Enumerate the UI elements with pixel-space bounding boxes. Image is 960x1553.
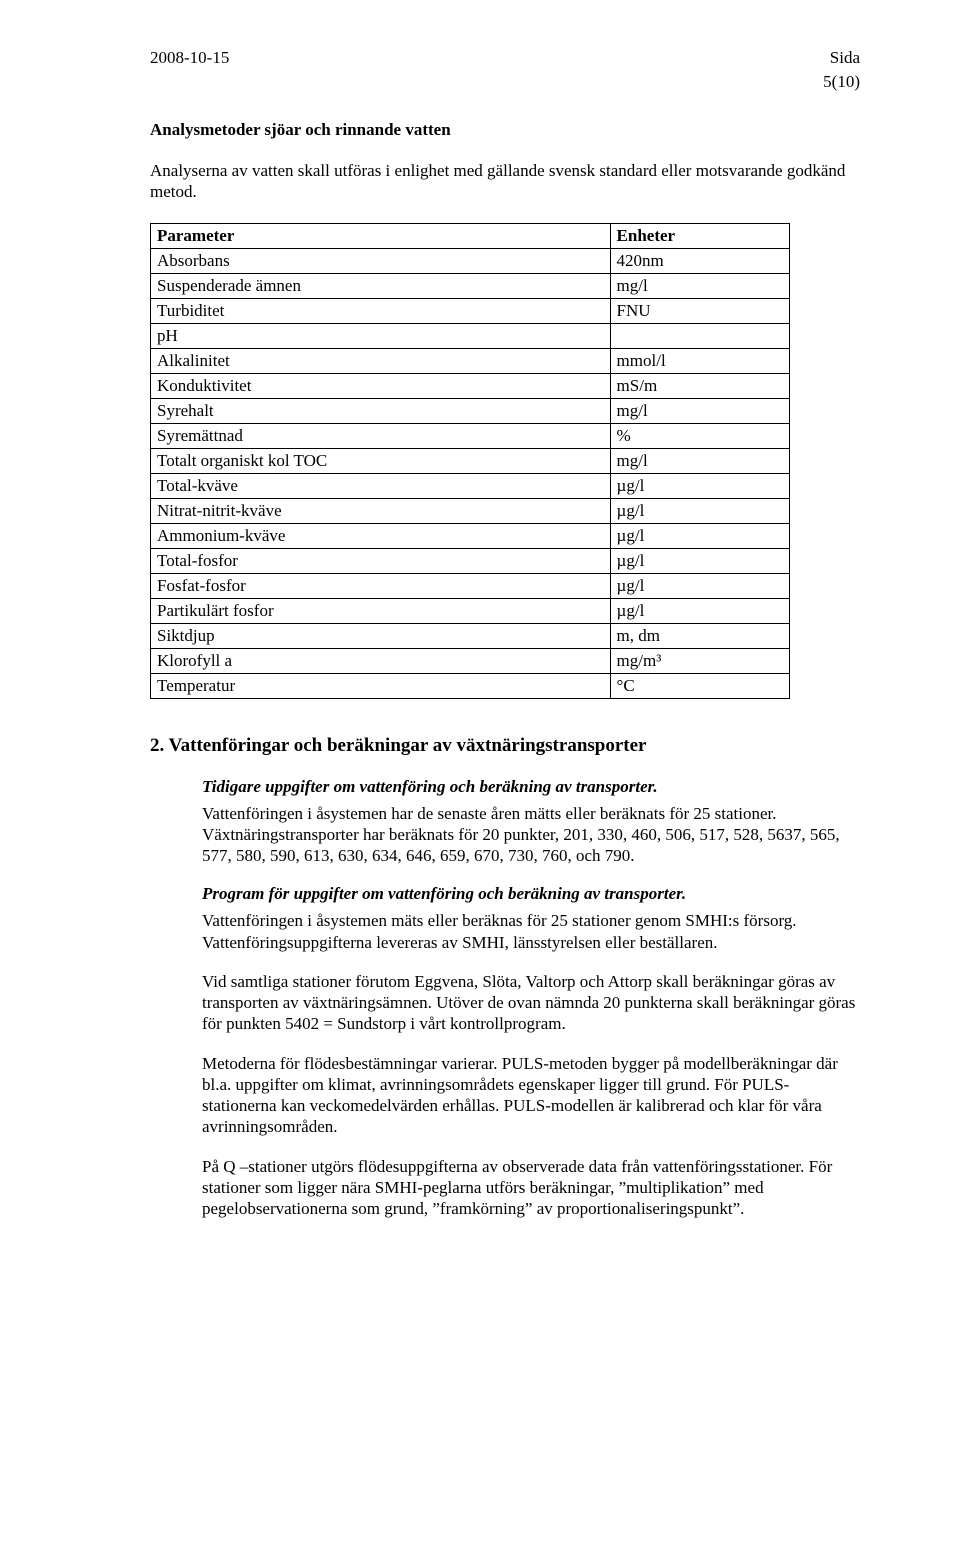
table-cell-parameter: Temperatur <box>151 673 611 698</box>
section2-sub2-p1: Vattenföringen i åsystemen mäts eller be… <box>202 910 860 953</box>
table-row: Syrehaltmg/l <box>151 398 790 423</box>
table-row: Nitrat-nitrit-kväveµg/l <box>151 498 790 523</box>
table-row: TurbiditetFNU <box>151 298 790 323</box>
header-page-count: 5(10) <box>150 72 860 92</box>
table-header-units: Enheter <box>610 223 789 248</box>
table-row: Absorbans420nm <box>151 248 790 273</box>
table-cell-unit <box>610 323 789 348</box>
table-cell-unit: µg/l <box>610 473 789 498</box>
table-cell-parameter: Siktdjup <box>151 623 611 648</box>
table-row: Siktdjupm, dm <box>151 623 790 648</box>
table-cell-unit: mmol/l <box>610 348 789 373</box>
table-cell-parameter: Total-kväve <box>151 473 611 498</box>
table-row: Total-kväveµg/l <box>151 473 790 498</box>
table-cell-unit: mS/m <box>610 373 789 398</box>
section2-title: 2. Vattenföringar och beräkningar av väx… <box>150 735 860 757</box>
table-cell-unit: mg/l <box>610 448 789 473</box>
table-cell-parameter: Fosfat-fosfor <box>151 573 611 598</box>
table-cell-parameter: Alkalinitet <box>151 348 611 373</box>
table-cell-unit: µg/l <box>610 523 789 548</box>
table-cell-parameter: Absorbans <box>151 248 611 273</box>
table-cell-unit: mg/l <box>610 398 789 423</box>
table-cell-parameter: Total-fosfor <box>151 548 611 573</box>
table-cell-unit: mg/m³ <box>610 648 789 673</box>
table-cell-unit: °C <box>610 673 789 698</box>
table-row: Total-fosforµg/l <box>151 548 790 573</box>
table-cell-unit: µg/l <box>610 598 789 623</box>
header-date: 2008-10-15 <box>150 48 229 68</box>
page-header: 2008-10-15 Sida <box>150 48 860 68</box>
section1-title: Analysmetoder sjöar och rinnande vatten <box>150 120 860 140</box>
table-row: KonduktivitetmS/m <box>151 373 790 398</box>
page-container: 2008-10-15 Sida 5(10) Analysmetoder sjöa… <box>0 0 960 1297</box>
table-header-parameter: Parameter <box>151 223 611 248</box>
table-cell-parameter: Suspenderade ämnen <box>151 273 611 298</box>
table-header-row: Parameter Enheter <box>151 223 790 248</box>
table-row: Klorofyll amg/m³ <box>151 648 790 673</box>
table-cell-unit: FNU <box>610 298 789 323</box>
table-row: Temperatur°C <box>151 673 790 698</box>
table-cell-parameter: Totalt organiskt kol TOC <box>151 448 611 473</box>
table-cell-parameter: pH <box>151 323 611 348</box>
section2-sub2-p2: Vid samtliga stationer förutom Eggvena, … <box>202 971 860 1035</box>
section2-sub2-title: Program för uppgifter om vattenföring oc… <box>202 884 860 904</box>
section2-sub2-p3: Metoderna för flödesbestämningar variera… <box>202 1053 860 1138</box>
table-row: Alkalinitetmmol/l <box>151 348 790 373</box>
table-cell-unit: mg/l <box>610 273 789 298</box>
table-row: Partikulärt fosforµg/l <box>151 598 790 623</box>
table-cell-parameter: Syremättnad <box>151 423 611 448</box>
table-cell-unit: m, dm <box>610 623 789 648</box>
table-cell-unit: µg/l <box>610 498 789 523</box>
table-row: Fosfat-fosforµg/l <box>151 573 790 598</box>
section2-body: Tidigare uppgifter om vattenföring och b… <box>150 777 860 1220</box>
table-cell-parameter: Konduktivitet <box>151 373 611 398</box>
table-row: Ammonium-kväveµg/l <box>151 523 790 548</box>
table-cell-parameter: Turbiditet <box>151 298 611 323</box>
section2-sub2-p4: På Q –stationer utgörs flödesuppgifterna… <box>202 1156 860 1220</box>
table-cell-unit: % <box>610 423 789 448</box>
table-cell-parameter: Partikulärt fosfor <box>151 598 611 623</box>
table-cell-parameter: Klorofyll a <box>151 648 611 673</box>
table-cell-parameter: Ammonium-kväve <box>151 523 611 548</box>
table-cell-parameter: Syrehalt <box>151 398 611 423</box>
section1-intro: Analyserna av vatten skall utföras i enl… <box>150 160 860 203</box>
section2-sub1-title: Tidigare uppgifter om vattenföring och b… <box>202 777 860 797</box>
table-cell-unit: µg/l <box>610 548 789 573</box>
table-cell-unit: µg/l <box>610 573 789 598</box>
table-row: Totalt organiskt kol TOCmg/l <box>151 448 790 473</box>
header-side-label: Sida <box>830 48 860 68</box>
table-cell-parameter: Nitrat-nitrit-kväve <box>151 498 611 523</box>
table-row: Suspenderade ämnenmg/l <box>151 273 790 298</box>
table-row: Syremättnad% <box>151 423 790 448</box>
parameter-table: Parameter Enheter Absorbans420nmSuspende… <box>150 223 790 699</box>
table-row: pH <box>151 323 790 348</box>
section2-sub1-p1: Vattenföringen i åsystemen har de senast… <box>202 803 860 867</box>
table-cell-unit: 420nm <box>610 248 789 273</box>
